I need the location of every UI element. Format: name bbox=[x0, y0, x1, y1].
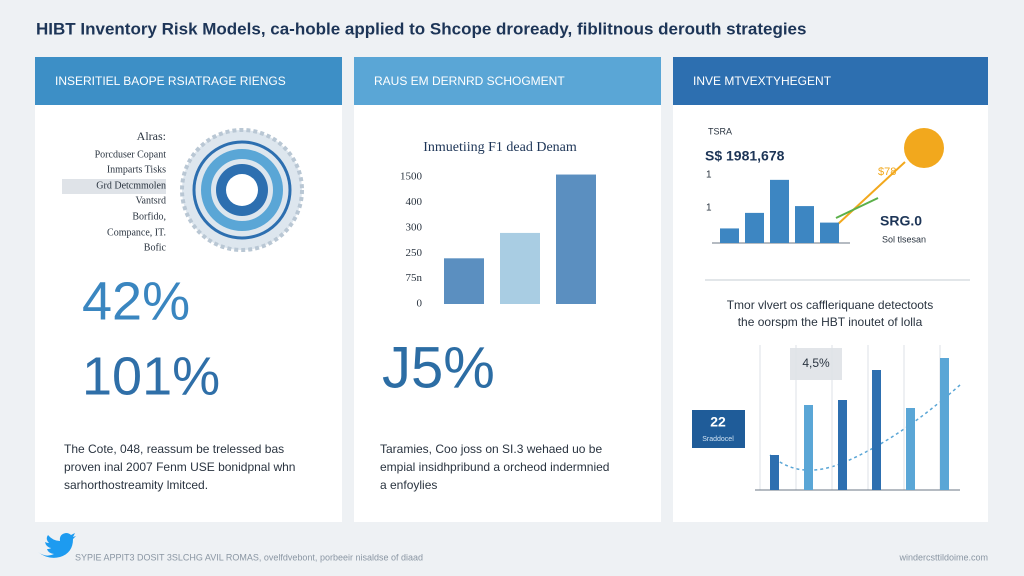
panel-heading: INVE MTVEXTYHEGENT bbox=[693, 74, 832, 88]
side-value: SRG.0 bbox=[880, 213, 922, 229]
big-stat: 101% bbox=[82, 346, 220, 406]
callout-box bbox=[790, 348, 842, 380]
list-item: Inmparts Tisks bbox=[107, 164, 166, 175]
list-item: Grd Detcmmolen bbox=[96, 180, 166, 191]
paragraph-line: The Cote, 048, reassum be trelessed bas bbox=[64, 442, 284, 456]
trend-curve bbox=[769, 384, 961, 471]
y-tick-label: 75n bbox=[406, 272, 423, 284]
bar bbox=[745, 212, 764, 243]
tag-value: 22 bbox=[710, 414, 726, 430]
list-item: Bofic bbox=[144, 242, 167, 253]
tag-label: Sraddocel bbox=[702, 436, 734, 443]
y-tick-label: 1500 bbox=[400, 171, 423, 183]
bar bbox=[500, 232, 540, 304]
bar bbox=[444, 258, 484, 304]
paragraph-line: empial insidhpribund a orcheod indermnie… bbox=[380, 460, 609, 474]
bar bbox=[795, 206, 814, 243]
panel-heading: RAUS EM DERNRD SCHOGMENT bbox=[374, 74, 565, 88]
y-tick-label: 250 bbox=[406, 247, 423, 259]
caption-line: the oorspm the HBT inoutet of lolla bbox=[738, 315, 923, 329]
bar bbox=[838, 400, 847, 490]
y-tick-label: 400 bbox=[406, 196, 423, 208]
bar bbox=[906, 408, 915, 490]
y-tick-label: 0 bbox=[417, 298, 423, 310]
callout-value: 4,5% bbox=[802, 356, 830, 370]
footer-left: SYPIE APPIT3 DOSIT 3SLCHG AVIL ROMAS, ov… bbox=[75, 552, 423, 562]
paragraph-line: proven inal 2007 Fenm USE bonidpnal whn bbox=[64, 460, 295, 474]
paragraph-line: Taramies, Coo joss on SI.3 wehaed uo be bbox=[380, 442, 602, 456]
big-stat: 42% bbox=[82, 271, 190, 331]
big-stat: J5% bbox=[382, 335, 495, 400]
bar bbox=[720, 228, 739, 243]
trend-line bbox=[837, 161, 906, 225]
list-item: Vantsrd bbox=[135, 195, 166, 206]
chart-title: Inmuetiing F1 dead Denam bbox=[423, 140, 577, 155]
badge bbox=[180, 128, 304, 252]
axis-label: 1 bbox=[706, 203, 712, 214]
panel-heading: INSERITIEL BAOPE RSIATRAGE RIENGS bbox=[55, 74, 286, 88]
bar bbox=[556, 174, 596, 304]
caption-line: Tmor vlvert os caffleriquane detectoots bbox=[727, 298, 934, 312]
panel bbox=[35, 57, 342, 522]
bar bbox=[940, 358, 949, 490]
list-item: Porcduser Copant bbox=[95, 149, 167, 160]
list-item: Borfido, bbox=[132, 211, 166, 222]
list-item: Alras: bbox=[137, 129, 166, 143]
highlight bbox=[62, 179, 166, 194]
kpi-value: S$ 1981,678 bbox=[705, 148, 785, 164]
trend-line bbox=[835, 197, 879, 219]
kpi-label: TSRA bbox=[708, 126, 732, 136]
bar bbox=[820, 222, 839, 243]
axis-label: 1 bbox=[706, 170, 712, 181]
tag-box bbox=[692, 410, 745, 448]
paragraph-line: a enfoylies bbox=[380, 478, 437, 492]
page-title: HIBT Inventory Risk Models, ca-hoble app… bbox=[36, 19, 806, 38]
y-tick-label: 300 bbox=[406, 221, 423, 233]
side-label: Sol tlsesan bbox=[882, 234, 926, 244]
bar bbox=[872, 370, 881, 490]
panel-header bbox=[35, 57, 342, 105]
panel-header bbox=[354, 57, 661, 105]
bar bbox=[770, 179, 789, 243]
footer-right: windercsttildoime.com bbox=[898, 552, 988, 562]
panel-header bbox=[673, 57, 988, 105]
paragraph-line: sarhorthostreamity lmitced. bbox=[64, 478, 208, 492]
bar bbox=[770, 455, 779, 490]
bar bbox=[804, 405, 813, 490]
twitter-icon bbox=[38, 533, 76, 558]
badge-value: $78 bbox=[878, 166, 896, 178]
badge-circle bbox=[904, 128, 944, 168]
list-item: Compance, IT. bbox=[107, 227, 166, 238]
